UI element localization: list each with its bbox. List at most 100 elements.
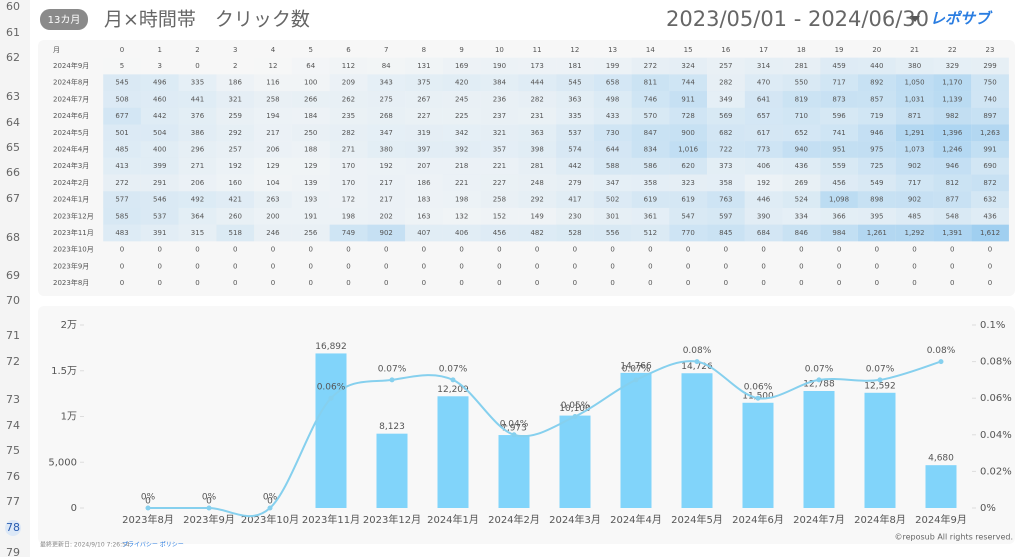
row-label: 2024年6月 [53, 111, 89, 120]
heat-cell [556, 107, 594, 125]
bar [376, 433, 408, 508]
cell-value: 169 [455, 62, 468, 70]
cell-value: 730 [606, 129, 619, 137]
line-label: 0.07% [439, 364, 468, 374]
cell-value: 0 [384, 246, 388, 254]
cell-value: 321 [493, 129, 506, 137]
line-label: 0% [202, 493, 217, 503]
cell-value: 946 [870, 129, 884, 137]
heat-cell [820, 174, 858, 192]
heat-cell [103, 124, 141, 142]
badge-bg[interactable] [40, 9, 88, 30]
cell-value: 2 [233, 62, 237, 70]
bar [315, 353, 347, 508]
heat-cell [254, 124, 292, 142]
cell-value: 442 [568, 162, 581, 170]
cell-value: 0 [535, 279, 539, 287]
heat-cell [140, 107, 179, 125]
cell-value: 258 [493, 196, 506, 204]
heat-cell [556, 57, 594, 75]
heat-cell [556, 191, 594, 208]
heat-cell [254, 74, 292, 92]
cell-value: 395 [870, 212, 883, 220]
heat-cell [442, 91, 481, 108]
cell-value: 282 [530, 95, 543, 103]
cell-value: 547 [681, 212, 694, 220]
heat-cell [744, 91, 783, 108]
heat-cell [933, 107, 972, 125]
line-label: 0.06% [317, 383, 346, 393]
heat-cell [518, 91, 557, 108]
cell-value: 677 [115, 112, 128, 120]
cell-value: 193 [304, 196, 317, 204]
cell-value: 364 [191, 212, 205, 220]
cell-value: 227 [493, 179, 506, 187]
cell-value: 281 [530, 162, 543, 170]
cell-value: 209 [342, 79, 355, 87]
chart: 0 5,000 1万 1.5万 2万 0% 0.02% 0.04% 0.06% 0.08% 0.1%… [48, 320, 1011, 526]
cell-value: 446 [757, 196, 771, 204]
line-point [755, 395, 761, 401]
cell-value: 272 [115, 179, 128, 187]
cell-value: 230 [568, 212, 581, 220]
cell-value: 0 [422, 246, 426, 254]
cell-value: 657 [757, 112, 770, 120]
cell-value: 0 [497, 262, 501, 270]
heat-cell [669, 174, 707, 192]
heat-cell [631, 207, 670, 225]
cell-value: 391 [153, 229, 166, 237]
heat-cell [442, 124, 481, 142]
column-header: 10 [495, 46, 504, 54]
cell-value: 0 [573, 279, 577, 287]
heat-cell [707, 141, 745, 158]
heat-cell [140, 91, 179, 108]
heat-cell [971, 224, 1009, 242]
privacy-link[interactable]: プライバシー ポリシー [122, 541, 184, 549]
heat-cell [367, 191, 406, 208]
cell-value: 315 [191, 229, 204, 237]
cell-value: 470 [757, 79, 770, 87]
cell-value: 0 [573, 262, 577, 270]
heat-cell [556, 174, 594, 192]
cell-value: 619 [681, 196, 694, 204]
cell-value: 902 [379, 229, 392, 237]
cell-value: 248 [530, 179, 543, 187]
heat-cell [140, 224, 179, 242]
cell-value: 324 [681, 62, 695, 70]
column-header: 17 [759, 46, 768, 54]
heat-cell [103, 107, 141, 125]
badge[interactable]: 13カ月 [48, 14, 81, 26]
heat-cell [782, 57, 821, 75]
copyright: ©reposub All rights reserved. [894, 533, 1013, 542]
cell-value: 559 [832, 162, 845, 170]
dropdown-arrow[interactable] [910, 16, 920, 22]
cell-value: 617 [757, 129, 770, 137]
cell-value: 902 [908, 196, 921, 204]
heat-cell [933, 57, 972, 75]
cell-value: 129 [266, 162, 279, 170]
line [148, 360, 942, 518]
cell-value: 845 [719, 229, 732, 237]
bar-label: 14,726 [681, 362, 713, 372]
column-header: 13 [608, 46, 617, 54]
cell-value: 266 [304, 95, 318, 103]
row-number: 76 [6, 470, 20, 483]
cell-value: 0 [610, 246, 614, 254]
cell-value: 104 [266, 179, 280, 187]
heat-cell [933, 224, 972, 242]
cell-value: 194 [266, 112, 280, 120]
heat-cell [820, 157, 858, 175]
line-point [694, 359, 700, 365]
cell-value: 0 [535, 262, 539, 270]
row-label: 2024年3月 [53, 161, 89, 170]
row-number: 62 [6, 51, 20, 64]
heat-cell [707, 191, 745, 208]
cell-value: 64 [306, 62, 315, 70]
cell-value: 1,391 [942, 229, 962, 237]
bar-label: 12,788 [803, 379, 835, 389]
row-number: 67 [6, 192, 20, 205]
heat-cell [518, 141, 557, 158]
date-range[interactable]: 2023/05/01 - 2024/06/30 [666, 7, 929, 31]
heat-cell [556, 91, 594, 108]
cell-value: 202 [379, 212, 392, 220]
